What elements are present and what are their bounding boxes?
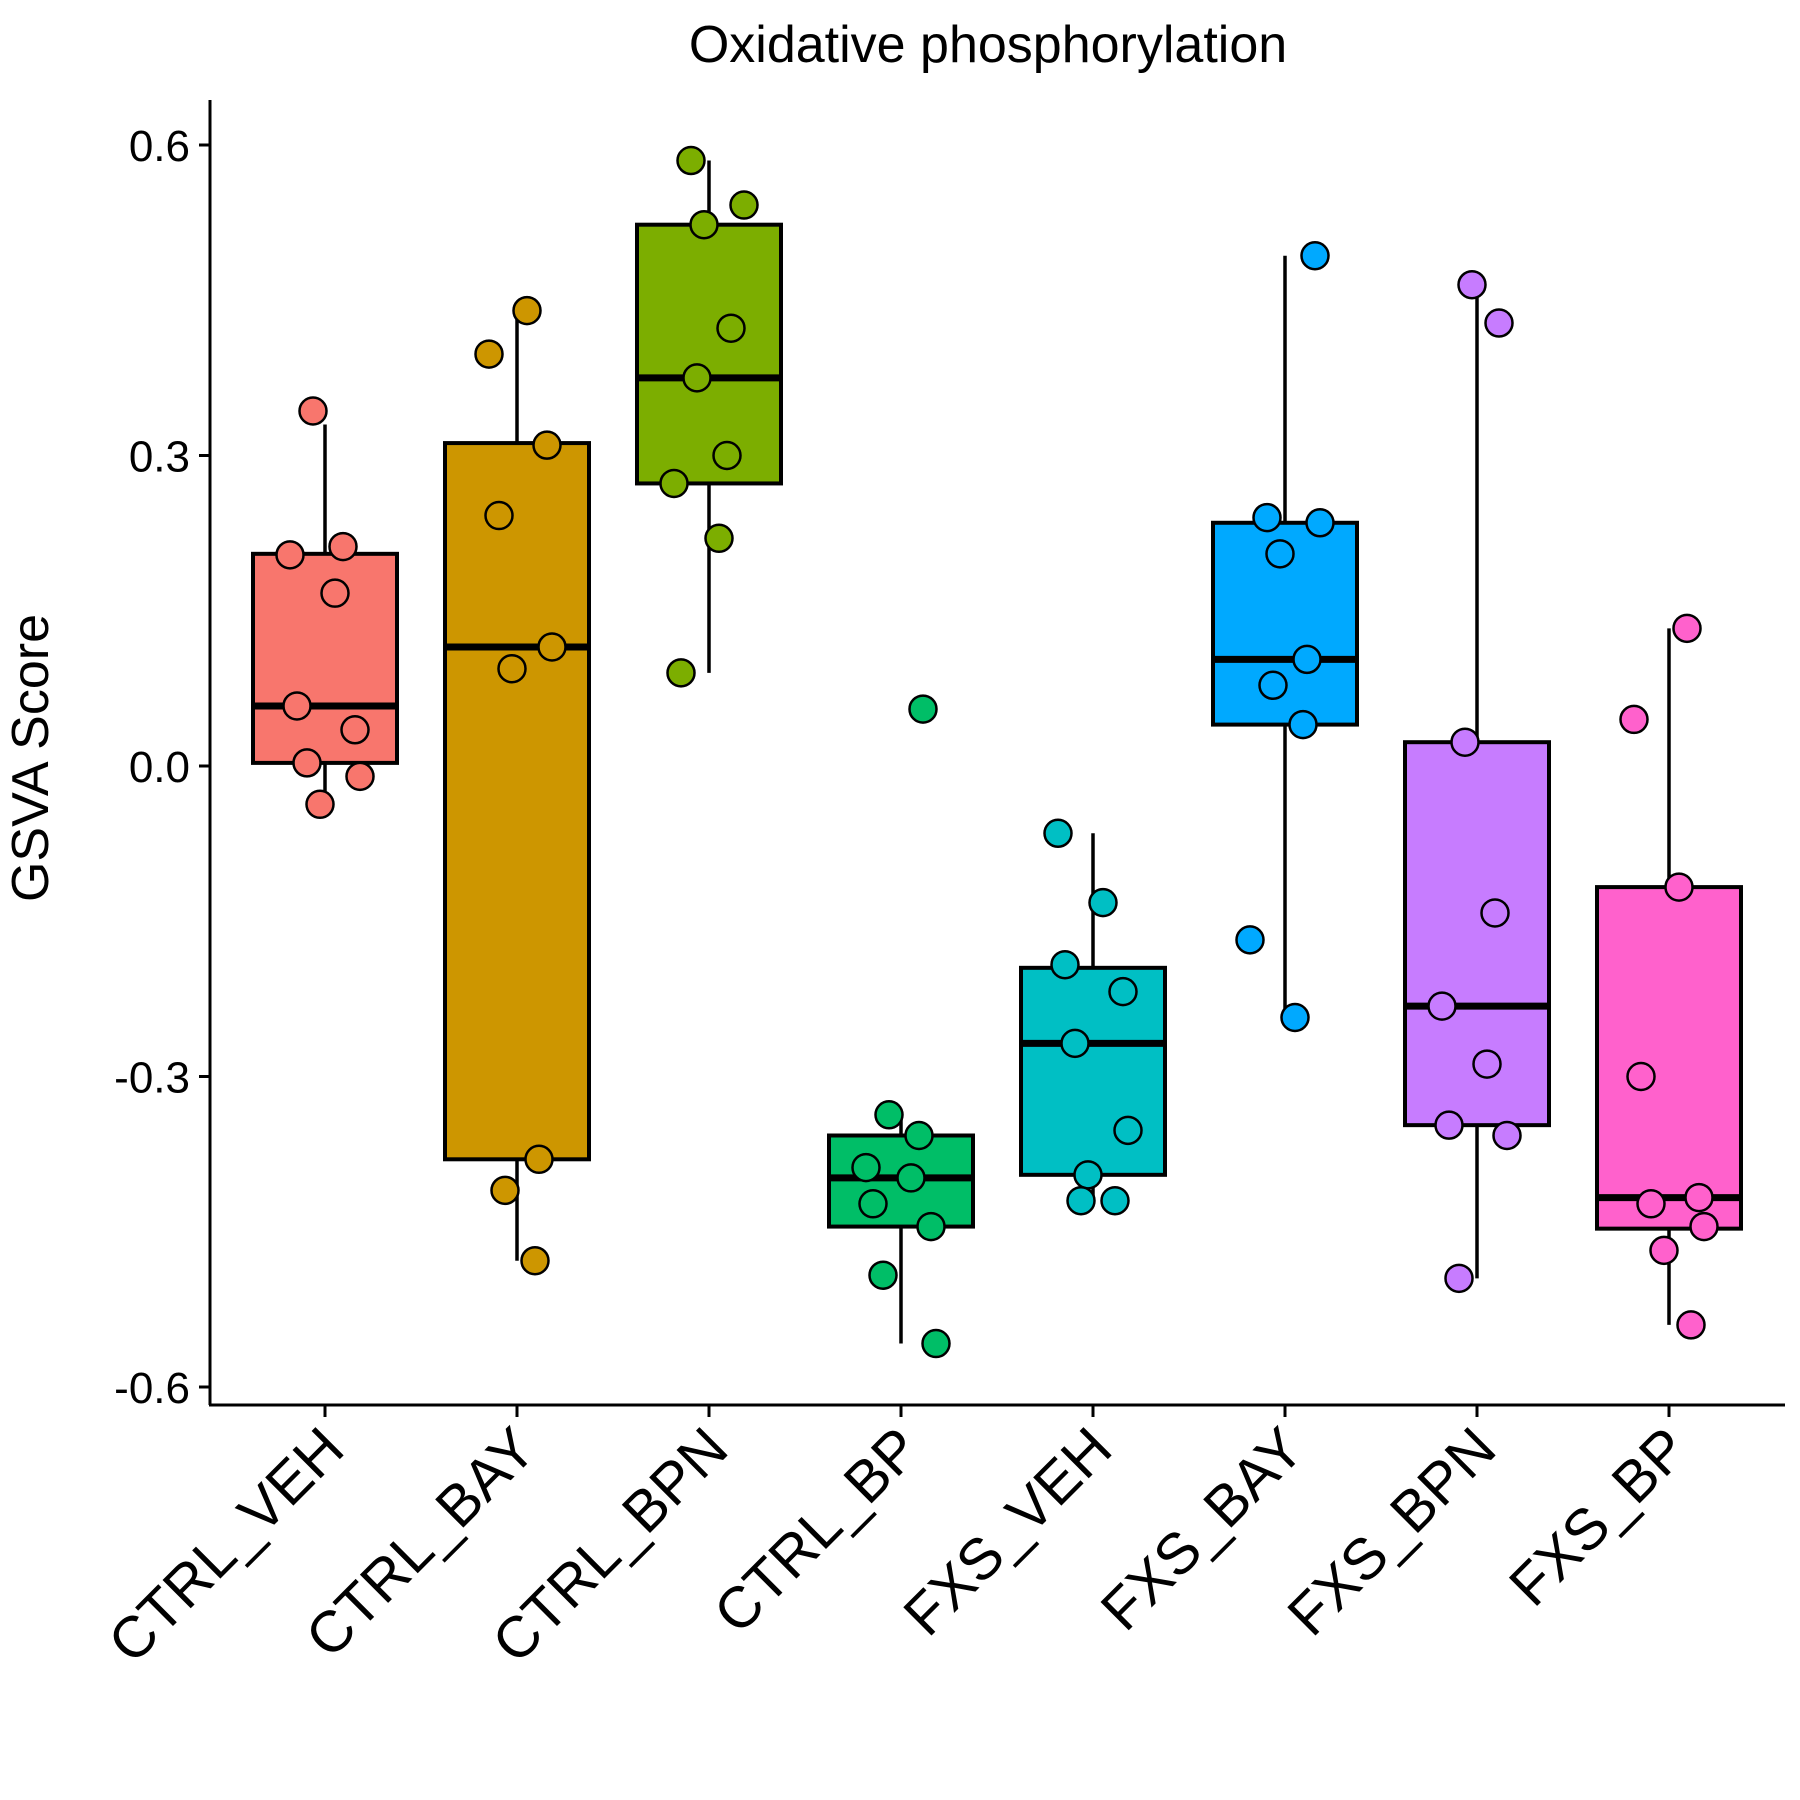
- data-point: [1457, 269, 1487, 300]
- data-point: [908, 694, 938, 724]
- data-point: [1235, 925, 1265, 955]
- data-point: [868, 1260, 898, 1290]
- box-group-ctrl-bp: [827, 694, 975, 1359]
- data-point: [1280, 1002, 1310, 1033]
- data-point: [1689, 1211, 1719, 1242]
- data-point: [1672, 613, 1702, 644]
- data-point: [716, 313, 746, 343]
- box-group-fxs-bpn: [1403, 269, 1551, 1294]
- data-point: [345, 761, 375, 792]
- box-iqr: [443, 441, 591, 1162]
- data-point: [537, 632, 567, 662]
- data-point: [1427, 991, 1457, 1021]
- data-point: [524, 1144, 554, 1175]
- data-point: [474, 339, 504, 369]
- data-point: [1258, 670, 1288, 701]
- y-tick-label: -0.3: [114, 1054, 190, 1103]
- data-point: [1434, 1110, 1464, 1140]
- data-point: [1113, 1115, 1143, 1146]
- data-point: [275, 540, 305, 570]
- box-iqr: [635, 222, 783, 486]
- x-tick-label: FXS_VEH: [891, 1415, 1124, 1648]
- box-group-ctrl-bay: [443, 295, 591, 1276]
- data-point: [1684, 1182, 1714, 1213]
- data-point: [666, 658, 696, 688]
- data-point: [1636, 1189, 1666, 1219]
- y-axis-ticks: 0.6 0.3 0.0 -0.3 -0.6: [114, 122, 210, 1413]
- data-point: [874, 1100, 904, 1130]
- data-point: [1619, 704, 1649, 735]
- data-point: [1265, 539, 1295, 569]
- box-group-fxs-bp: [1595, 613, 1743, 1340]
- data-point: [305, 789, 335, 820]
- data-point: [1100, 1185, 1130, 1216]
- data-point: [1626, 1061, 1656, 1092]
- data-point: [1305, 508, 1335, 538]
- data-point: [292, 748, 322, 778]
- data-point: [1480, 898, 1510, 928]
- y-tick-label: -0.6: [114, 1364, 190, 1413]
- data-point: [1676, 1310, 1706, 1340]
- data-point: [921, 1328, 951, 1359]
- box-group-ctrl-bpn: [635, 145, 783, 688]
- data-point: [1288, 709, 1318, 740]
- box-group-ctrl-veh: [251, 396, 399, 820]
- box-iqr: [1019, 965, 1167, 1177]
- box-group-fxs-veh: [1019, 818, 1167, 1216]
- data-point: [520, 1245, 550, 1276]
- x-tick-label: CTRL_BP: [702, 1415, 933, 1646]
- box-iqr: [1595, 885, 1743, 1231]
- data-point: [497, 653, 527, 684]
- data-point: [1472, 1049, 1502, 1079]
- data-point: [512, 295, 542, 326]
- data-point: [484, 500, 514, 531]
- data-point: [1060, 1028, 1090, 1059]
- data-point: [712, 440, 742, 471]
- data-point: [1252, 502, 1282, 533]
- box-group-fxs-bay: [1211, 240, 1359, 1033]
- data-point: [340, 715, 370, 745]
- data-point: [1108, 976, 1138, 1007]
- data-point: [1088, 887, 1118, 918]
- data-point: [1484, 308, 1514, 338]
- data-point: [689, 209, 719, 240]
- x-tick-label: FXS_BP: [1497, 1415, 1700, 1618]
- data-point: [682, 363, 712, 393]
- data-point: [659, 468, 689, 499]
- data-point: [298, 396, 328, 426]
- chart-title: Oxidative phosphorylation: [689, 16, 1287, 74]
- data-point: [1664, 872, 1694, 902]
- plot-area: [251, 145, 1743, 1359]
- x-axis-ticks: CTRL_VEHCTRL_BAYCTRL_BPNCTRL_BPFXS_VEHFX…: [96, 1405, 1700, 1675]
- y-tick-label: 0.6: [129, 122, 190, 171]
- y-tick-label: 0.3: [129, 433, 190, 482]
- data-point: [1066, 1185, 1096, 1216]
- data-point: [1292, 644, 1322, 675]
- data-point: [704, 523, 734, 554]
- data-point: [904, 1120, 934, 1151]
- data-point: [1649, 1235, 1679, 1266]
- data-point: [851, 1152, 881, 1183]
- data-point: [328, 531, 358, 562]
- data-point: [490, 1175, 520, 1206]
- y-tick-label: 0.0: [129, 743, 190, 792]
- x-tick-label: FXS_BPN: [1275, 1415, 1508, 1648]
- data-point: [676, 145, 706, 176]
- data-point: [1043, 818, 1073, 849]
- data-point: [320, 578, 350, 608]
- data-point: [282, 691, 312, 721]
- data-point: [916, 1211, 946, 1242]
- data-point: [1050, 949, 1080, 980]
- data-point: [1300, 240, 1330, 271]
- data-point: [1444, 1263, 1474, 1294]
- data-point: [532, 430, 562, 460]
- data-point: [1492, 1120, 1522, 1151]
- data-point: [1450, 727, 1480, 757]
- data-point: [1073, 1160, 1103, 1190]
- data-point: [896, 1163, 926, 1193]
- y-axis-label: GSVA Score: [2, 614, 60, 902]
- data-point: [858, 1189, 888, 1219]
- data-point: [729, 190, 759, 220]
